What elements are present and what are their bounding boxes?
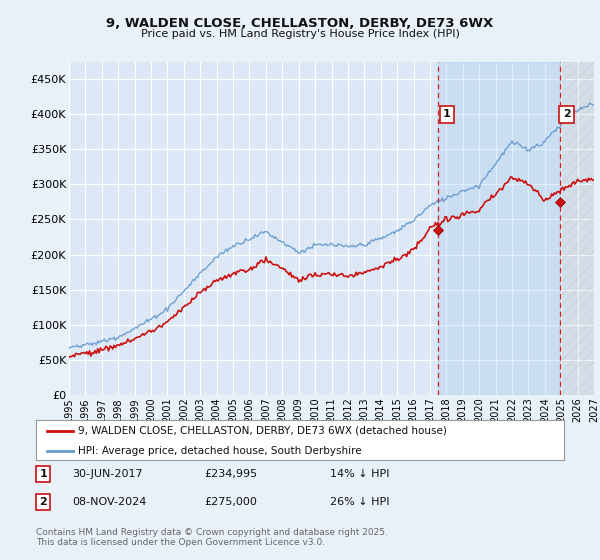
Text: Price paid vs. HM Land Registry's House Price Index (HPI): Price paid vs. HM Land Registry's House …: [140, 29, 460, 39]
Text: 30-JUN-2017: 30-JUN-2017: [72, 469, 143, 479]
Text: £234,995: £234,995: [204, 469, 257, 479]
Text: 9, WALDEN CLOSE, CHELLASTON, DERBY, DE73 6WX: 9, WALDEN CLOSE, CHELLASTON, DERBY, DE73…: [106, 17, 494, 30]
Text: 08-NOV-2024: 08-NOV-2024: [72, 497, 146, 507]
Text: 2: 2: [40, 497, 47, 507]
Text: 2: 2: [563, 109, 571, 119]
Text: 9, WALDEN CLOSE, CHELLASTON, DERBY, DE73 6WX (detached house): 9, WALDEN CLOSE, CHELLASTON, DERBY, DE73…: [78, 426, 447, 436]
Text: Contains HM Land Registry data © Crown copyright and database right 2025.
This d: Contains HM Land Registry data © Crown c…: [36, 528, 388, 547]
Text: 14% ↓ HPI: 14% ↓ HPI: [330, 469, 389, 479]
Bar: [560, 62, 594, 395]
Bar: [438, 62, 560, 395]
Text: £275,000: £275,000: [204, 497, 257, 507]
Text: HPI: Average price, detached house, South Derbyshire: HPI: Average price, detached house, Sout…: [78, 446, 362, 456]
Text: 26% ↓ HPI: 26% ↓ HPI: [330, 497, 389, 507]
Text: 1: 1: [443, 109, 451, 119]
Text: 1: 1: [40, 469, 47, 479]
